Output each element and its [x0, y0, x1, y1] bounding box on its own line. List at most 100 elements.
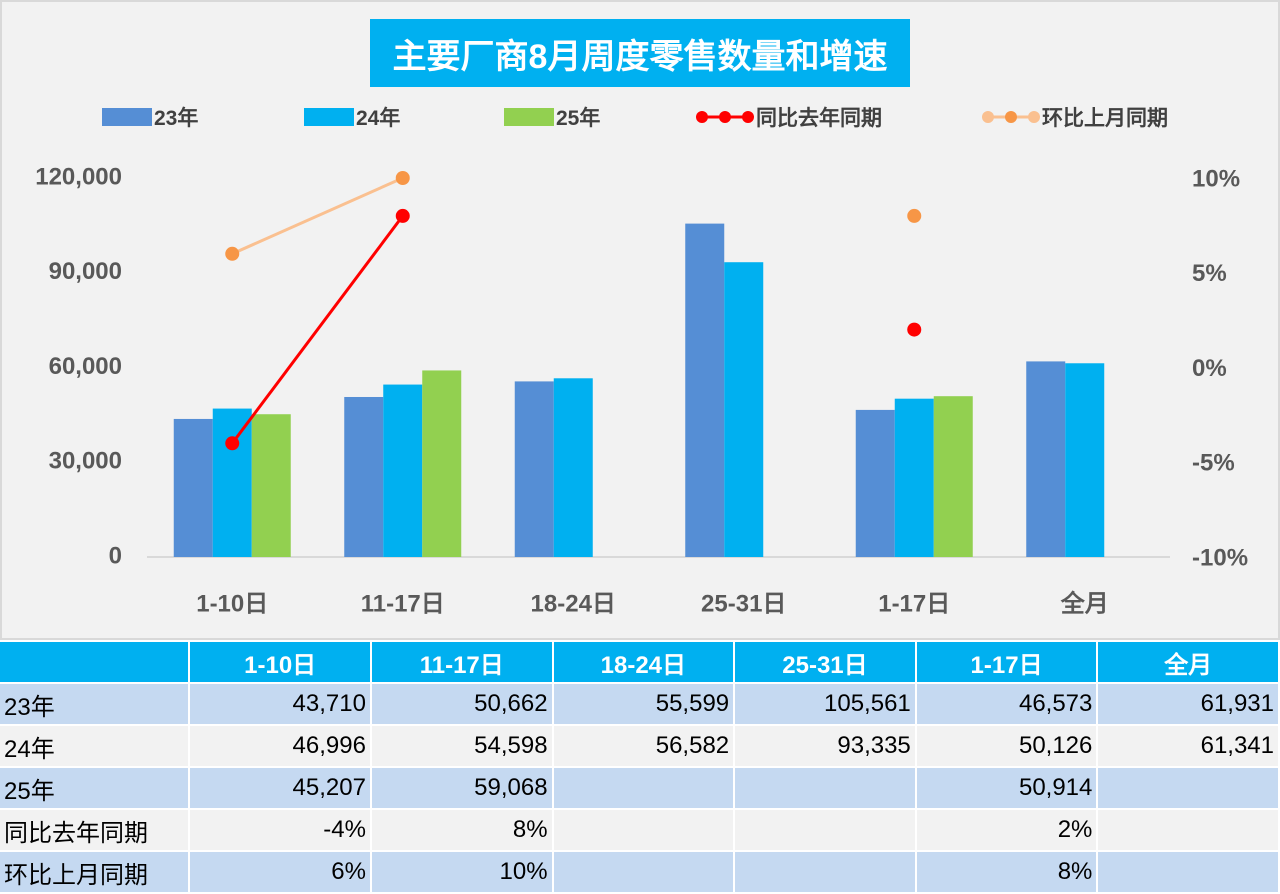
bar-25年 — [933, 396, 973, 557]
line-segment-环比上月同期 — [231, 176, 404, 256]
table-cell — [735, 768, 915, 810]
row-label: 23年 — [0, 684, 189, 726]
legend-label: 25年 — [556, 107, 601, 130]
bar-23年 — [1026, 361, 1066, 557]
column-header — [0, 642, 189, 684]
point-环比上月同期 — [395, 171, 410, 185]
column-header: 1-17日 — [916, 642, 1097, 684]
legend-label: 环比上月同期 — [1042, 107, 1168, 130]
bar-25年 — [251, 414, 291, 557]
bar-23年 — [514, 381, 554, 557]
y-right-tick-label: 0% — [1192, 355, 1227, 382]
table-cell: 105,561 — [735, 684, 915, 726]
bar-24年 — [553, 378, 593, 557]
y-right-tick-label: -10% — [1192, 544, 1248, 571]
legend-item-23: 23年 — [102, 102, 198, 132]
bar-24年 — [383, 384, 423, 557]
legend-item-yoy: 同比去年同期 — [694, 102, 882, 132]
legend-label: 23年 — [154, 107, 199, 130]
table-row: 23年 43,710 50,662 55,599 105,561 46,573 61,931 — [0, 684, 1278, 726]
table-row: 环比上月同期 6% 10% 8% — [0, 852, 1278, 894]
table-cell: 8% — [371, 810, 552, 852]
x-tick-label: 1-10日 — [196, 590, 268, 617]
table-header: 1-10日 11-17日 18-24日 25-31日 1-17日 全月 — [0, 642, 1278, 684]
table-cell: 46,996 — [190, 726, 370, 768]
y-right-tick-label: 5% — [1192, 260, 1227, 287]
legend-swatch — [102, 108, 152, 126]
table-cell: -4% — [190, 810, 370, 852]
bar-24年 — [894, 398, 934, 557]
point-环比上月同期 — [225, 246, 240, 261]
line-segment-同比去年同期 — [231, 215, 404, 445]
point-同比去年同期 — [395, 208, 410, 223]
column-header: 全月 — [1098, 642, 1278, 684]
table-cell: 55,599 — [553, 684, 734, 726]
table-cell: 46,573 — [916, 684, 1097, 726]
table-cell: 2% — [916, 810, 1097, 852]
bar-25年 — [422, 370, 462, 557]
y-right-tick-label: 10% — [1192, 165, 1240, 192]
legend-line-marker — [696, 111, 754, 123]
bar-24年 — [212, 408, 252, 557]
point-同比去年同期 — [225, 436, 240, 451]
bar-23年 — [173, 418, 213, 557]
table-cell — [735, 852, 915, 894]
y-left-tick-label: 30,000 — [49, 448, 122, 475]
legend-line-marker — [982, 111, 1040, 123]
column-header: 18-24日 — [553, 642, 734, 684]
table-cell: 54,598 — [371, 726, 552, 768]
bar-23年 — [685, 223, 725, 557]
row-label: 同比去年同期 — [0, 810, 189, 852]
table-cell — [735, 810, 915, 852]
row-label: 环比上月同期 — [0, 852, 189, 894]
point-环比上月同期 — [907, 208, 922, 223]
bar-23年 — [855, 409, 895, 557]
y-left-tick-label: 0 — [109, 542, 122, 569]
table-cell — [553, 768, 734, 810]
bar-24年 — [724, 262, 764, 557]
table-row: 24年 46,996 54,598 56,582 93,335 50,126 61,341 — [0, 726, 1278, 768]
chart-area: 主要厂商8月周度零售数量和增速 23年 24年 25年 同比去年同期 环比上月同… — [0, 0, 1280, 640]
y-left-tick-label: 120,000 — [35, 163, 122, 190]
table-cell — [553, 852, 734, 894]
x-tick-label: 11-17日 — [361, 590, 445, 617]
data-table: 1-10日 11-17日 18-24日 25-31日 1-17日 全月 23年 43,710 5… — [0, 642, 1280, 894]
x-tick-label: 18-24日 — [531, 590, 616, 617]
legend-label: 24年 — [356, 107, 401, 130]
table-cell — [1098, 810, 1278, 852]
table-cell — [553, 810, 734, 852]
table-cell: 61,931 — [1098, 684, 1278, 726]
bar-23年 — [344, 396, 384, 557]
table-row: 同比去年同期 -4% 8% 2% — [0, 810, 1278, 852]
table-cell: 8% — [916, 852, 1097, 894]
x-tick-label: 1-17日 — [878, 590, 950, 617]
column-header: 11-17日 — [371, 642, 552, 684]
table-row: 25年 45,207 59,068 50,914 — [0, 768, 1278, 810]
table-cell: 50,914 — [916, 768, 1097, 810]
legend-item-mom: 环比上月同期 — [980, 102, 1168, 132]
y-left-tick-label: 90,000 — [49, 258, 122, 285]
table-cell: 56,582 — [553, 726, 734, 768]
row-label: 25年 — [0, 768, 189, 810]
plot-svg: 0 30,000 60,000 90,000 120,000 -10% -5% 0% 5% 10%… — [35, 163, 1248, 617]
table-cell: 10% — [371, 852, 552, 894]
table-cell: 6% — [190, 852, 370, 894]
legend-swatch — [304, 108, 354, 126]
column-header: 1-10日 — [190, 642, 370, 684]
y-right-tick-label: -5% — [1192, 450, 1235, 477]
chart-title: 主要厂商8月周度零售数量和增速 — [370, 19, 910, 87]
x-tick-label: 25-31日 — [701, 590, 786, 617]
legend-swatch — [504, 108, 554, 126]
table-cell — [1098, 768, 1278, 810]
bar-24年 — [1065, 363, 1105, 557]
table-cell: 45,207 — [190, 768, 370, 810]
legend-item-24: 24年 — [304, 102, 400, 132]
legend-label: 同比去年同期 — [756, 107, 882, 130]
legend-item-25: 25年 — [504, 102, 600, 132]
column-header: 25-31日 — [735, 642, 915, 684]
table-cell: 43,710 — [190, 684, 370, 726]
row-label: 24年 — [0, 726, 189, 768]
table-cell: 59,068 — [371, 768, 552, 810]
point-同比去年同期 — [907, 322, 922, 337]
y-left-tick-label: 60,000 — [49, 353, 122, 380]
